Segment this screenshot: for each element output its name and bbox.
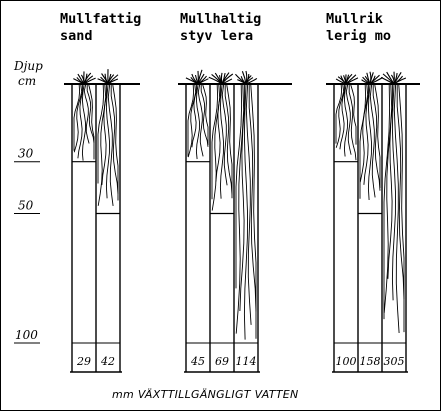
grass-blade <box>83 77 96 85</box>
group-title-mullfattig-line2: sand <box>60 28 93 44</box>
root-strand <box>239 84 245 312</box>
root-strand <box>235 84 245 334</box>
axis-tick-label-50: 50 <box>18 199 34 213</box>
root-strand <box>248 85 257 312</box>
root-strand <box>235 84 243 289</box>
grass-blade <box>221 78 233 85</box>
root-column <box>96 69 120 215</box>
root-strand <box>396 85 405 300</box>
root-strand <box>77 84 83 159</box>
root-column <box>334 73 359 163</box>
grass-blade <box>197 78 209 85</box>
root-strand <box>73 84 81 151</box>
value-label-lera-30: 45 <box>190 355 205 368</box>
grass-blade <box>107 78 119 85</box>
root-column <box>185 69 210 163</box>
value-label-sand-30: 29 <box>76 355 91 368</box>
root-column <box>235 70 258 340</box>
root-strand <box>359 84 367 199</box>
group-title-mullhaltig-line2: styv lera <box>180 28 253 44</box>
grass-blade <box>393 77 407 85</box>
value-label-lera-50: 69 <box>215 355 229 368</box>
grass-blade <box>386 71 395 85</box>
soil-groups <box>64 69 420 373</box>
root-strand <box>372 85 381 191</box>
grass-blade <box>220 72 223 85</box>
root-strand <box>97 84 105 184</box>
group-mullfattig-sand <box>64 69 140 373</box>
axis-title-line1: Djup <box>13 59 43 73</box>
root-strand <box>81 84 86 161</box>
root-strand <box>224 85 233 195</box>
root-strand <box>339 84 345 150</box>
root-strand <box>211 84 219 200</box>
root-strand <box>105 84 110 199</box>
root-strand <box>367 84 372 201</box>
root-strand <box>112 84 119 201</box>
root-strand <box>359 84 369 183</box>
root-strand <box>348 85 357 161</box>
root-strand <box>86 85 95 143</box>
root-column <box>380 71 407 334</box>
root-strand <box>195 84 200 160</box>
grass-blade <box>345 77 359 85</box>
root-strand <box>110 85 119 195</box>
root-strand <box>335 84 345 148</box>
root-strand <box>88 84 95 160</box>
root-strand <box>73 84 83 153</box>
root-strand <box>391 84 396 301</box>
root-strand <box>83 84 90 144</box>
root-strand <box>97 84 107 206</box>
root-strand <box>374 84 381 188</box>
root-strand <box>250 84 257 339</box>
root-strand <box>369 84 376 198</box>
axis-tick-marks <box>14 161 40 344</box>
root-strand <box>219 84 224 199</box>
value-label-sand-50: 42 <box>100 355 115 368</box>
value-label-mo-100: 305 <box>384 355 405 368</box>
root-strand <box>363 84 369 185</box>
root-strand <box>200 85 209 147</box>
root-column <box>208 72 234 215</box>
group-title-mullrik-line2: lerig mo <box>326 28 391 44</box>
root-column <box>358 71 384 215</box>
root-strand <box>343 84 348 157</box>
root-strand <box>215 84 221 182</box>
root-strand <box>197 84 204 157</box>
group-mullrik-lerig-mo <box>326 71 420 373</box>
group-title-mullhaltig-line1: Mullhaltig <box>180 11 261 27</box>
value-label-mo-50: 158 <box>360 355 381 368</box>
axis-tick-label-100: 100 <box>15 328 38 342</box>
root-strand <box>187 84 195 157</box>
root-strand <box>191 84 197 148</box>
group-title-mullfattig-line1: Mullfattig <box>60 11 141 27</box>
root-strand <box>243 84 248 340</box>
root-strand <box>398 84 405 333</box>
root-strand <box>345 84 352 155</box>
root-strand <box>383 84 391 320</box>
caption: mm VÄXTTILLGÄNGLIGT VATTEN <box>112 388 299 401</box>
axis-title-line2: cm <box>18 74 36 88</box>
group-mullhaltig-styv-lera <box>178 69 292 373</box>
root-strand <box>221 84 228 186</box>
root-strand <box>387 84 393 279</box>
root-strand <box>245 84 252 325</box>
root-strand <box>202 84 209 145</box>
value-label-mo-30: 100 <box>336 355 357 368</box>
root-strand <box>393 84 400 334</box>
root-strand <box>226 84 233 199</box>
group-title-mullrik-line1: Mullrik <box>326 11 383 27</box>
value-label-lera-100: 114 <box>236 355 257 368</box>
root-strand <box>335 84 343 144</box>
root-strand <box>350 84 357 145</box>
root-strand <box>101 84 107 185</box>
axis-tick-label-30: 30 <box>18 147 34 161</box>
grass-blade <box>245 77 258 85</box>
root-strand <box>107 84 114 206</box>
root-column <box>72 71 96 163</box>
